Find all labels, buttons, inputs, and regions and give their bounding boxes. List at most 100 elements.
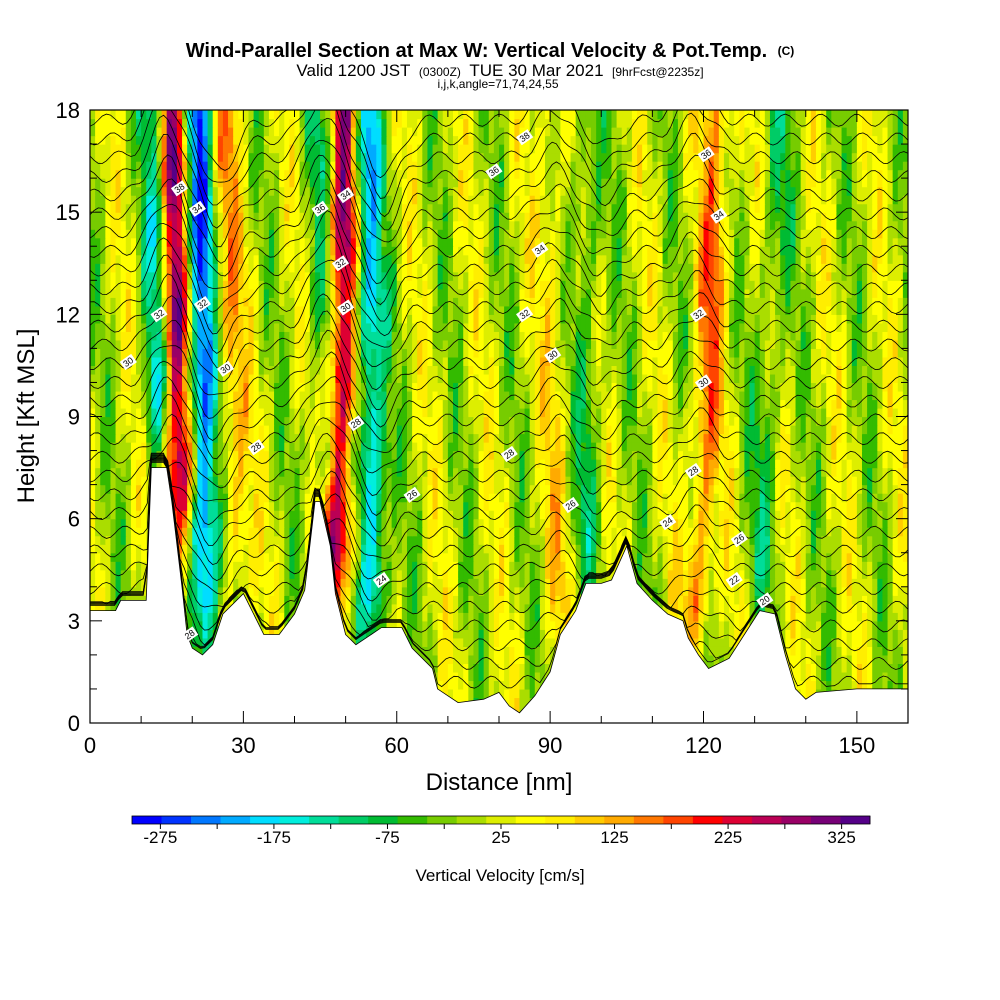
velocity-cell bbox=[406, 629, 413, 639]
velocity-cell bbox=[887, 646, 894, 656]
velocity-cell bbox=[253, 595, 260, 605]
velocity-cell bbox=[355, 467, 362, 477]
velocity-cell bbox=[565, 569, 572, 579]
velocity-cell bbox=[810, 484, 817, 494]
velocity-cell bbox=[657, 501, 664, 511]
velocity-cell bbox=[268, 467, 275, 477]
velocity-cell bbox=[437, 612, 444, 622]
velocity-cell bbox=[187, 510, 193, 520]
velocity-cell bbox=[662, 467, 669, 477]
velocity-cell bbox=[821, 654, 827, 664]
velocity-cell bbox=[417, 629, 423, 639]
velocity-cell bbox=[504, 527, 510, 537]
velocity-cell bbox=[831, 646, 838, 656]
velocity-cell bbox=[192, 450, 198, 460]
velocity-cell bbox=[325, 501, 331, 511]
velocity-cell bbox=[447, 467, 454, 477]
velocity-cell bbox=[406, 578, 413, 588]
velocity-cell bbox=[647, 476, 653, 486]
velocity-cell bbox=[652, 561, 659, 571]
velocity-cell bbox=[872, 561, 878, 571]
velocity-cell bbox=[371, 552, 377, 562]
velocity-cell bbox=[304, 459, 311, 469]
velocity-cell bbox=[488, 680, 495, 690]
velocity-cell bbox=[463, 535, 469, 545]
velocity-cell bbox=[289, 595, 296, 605]
velocity-cell bbox=[447, 612, 454, 622]
velocity-cell bbox=[447, 620, 454, 630]
velocity-cell bbox=[683, 595, 689, 605]
velocity-cell bbox=[841, 544, 848, 554]
velocity-cell bbox=[514, 586, 521, 596]
velocity-cell bbox=[182, 586, 188, 596]
velocity-cell bbox=[488, 544, 495, 554]
velocity-cell bbox=[570, 569, 577, 579]
velocity-cell bbox=[672, 561, 679, 571]
velocity-cell bbox=[202, 552, 209, 562]
velocity-cell bbox=[631, 527, 638, 537]
velocity-cell bbox=[248, 561, 255, 571]
velocity-cell bbox=[391, 552, 398, 562]
velocity-cell bbox=[585, 552, 592, 562]
velocity-cell bbox=[524, 501, 531, 511]
velocity-cell bbox=[320, 476, 326, 486]
velocity-cell bbox=[560, 527, 567, 537]
velocity-cell bbox=[887, 603, 894, 613]
velocity-cell bbox=[902, 680, 908, 690]
velocity-cell bbox=[463, 646, 469, 656]
velocity-cell bbox=[468, 527, 475, 537]
velocity-cell bbox=[105, 561, 112, 571]
velocity-cell bbox=[790, 654, 797, 664]
velocity-cell bbox=[637, 493, 643, 503]
velocity-cell bbox=[258, 476, 265, 486]
title-text: Wind-Parallel Section at Max W: Vertical… bbox=[186, 40, 767, 62]
velocity-cell bbox=[555, 569, 561, 579]
velocity-cell bbox=[130, 450, 137, 460]
velocity-cell bbox=[851, 637, 858, 647]
velocity-cell bbox=[882, 552, 889, 562]
velocity-cell bbox=[662, 569, 669, 579]
velocity-cell bbox=[892, 544, 899, 554]
velocity-cell bbox=[729, 561, 735, 571]
velocity-cell bbox=[422, 501, 429, 511]
velocity-cell bbox=[785, 510, 792, 520]
velocity-cell bbox=[422, 493, 429, 503]
velocity-cell bbox=[790, 510, 797, 520]
velocity-cell bbox=[105, 544, 112, 554]
velocity-cell bbox=[248, 595, 255, 605]
velocity-cell bbox=[667, 552, 674, 562]
velocity-cell bbox=[800, 552, 807, 562]
velocity-cell bbox=[422, 552, 429, 562]
velocity-cell bbox=[294, 510, 301, 520]
velocity-cell bbox=[877, 654, 884, 664]
velocity-cell bbox=[575, 535, 582, 545]
velocity-cell bbox=[626, 493, 633, 503]
velocity-cell bbox=[575, 459, 582, 469]
velocity-cell bbox=[749, 586, 756, 596]
velocity-cell bbox=[851, 527, 858, 537]
velocity-cell bbox=[509, 484, 515, 494]
velocity-cell bbox=[504, 561, 510, 571]
velocity-cell bbox=[877, 595, 884, 605]
velocity-cell bbox=[468, 561, 475, 571]
velocity-cell bbox=[698, 518, 705, 528]
velocity-cell bbox=[202, 586, 209, 596]
velocity-cell bbox=[688, 476, 694, 486]
velocity-cell bbox=[207, 586, 214, 596]
velocity-cell bbox=[545, 646, 551, 656]
velocity-cell bbox=[212, 450, 219, 460]
velocity-cell bbox=[708, 586, 715, 596]
subtitle-zulu: (0300Z) bbox=[419, 65, 461, 79]
velocity-cell bbox=[187, 501, 193, 511]
velocity-cell bbox=[371, 484, 377, 494]
velocity-cell bbox=[877, 459, 884, 469]
velocity-cell bbox=[887, 484, 894, 494]
velocity-cell bbox=[591, 561, 597, 571]
velocity-cell bbox=[759, 569, 766, 579]
velocity-cell bbox=[509, 646, 515, 656]
velocity-cell bbox=[304, 527, 311, 537]
velocity-cell bbox=[703, 552, 710, 562]
velocity-cell bbox=[90, 518, 96, 528]
velocity-cell bbox=[452, 603, 459, 613]
velocity-cell bbox=[790, 535, 797, 545]
